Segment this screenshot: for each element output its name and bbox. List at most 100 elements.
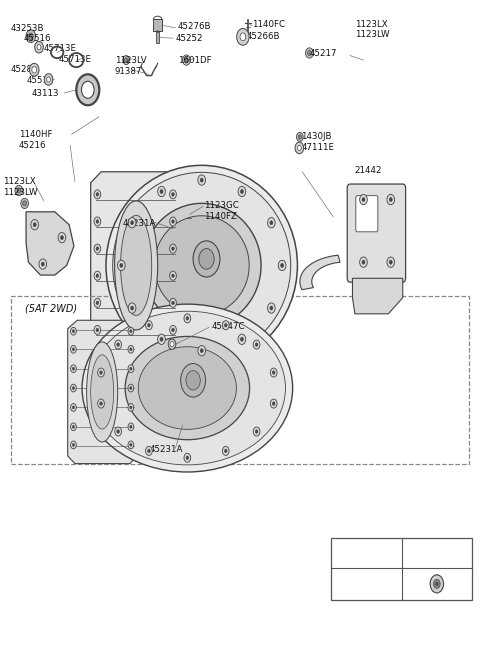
Circle shape xyxy=(145,446,152,455)
Circle shape xyxy=(157,334,165,344)
Circle shape xyxy=(128,365,134,373)
Circle shape xyxy=(47,77,50,82)
Text: 45266A: 45266A xyxy=(348,549,384,558)
Polygon shape xyxy=(91,172,180,357)
Circle shape xyxy=(96,220,99,223)
Circle shape xyxy=(115,427,121,436)
Circle shape xyxy=(128,217,136,228)
Circle shape xyxy=(172,220,174,223)
Circle shape xyxy=(169,217,176,226)
Circle shape xyxy=(71,384,76,392)
Text: 45284: 45284 xyxy=(10,65,38,74)
Circle shape xyxy=(100,371,102,375)
Circle shape xyxy=(82,82,94,98)
Circle shape xyxy=(117,343,120,346)
Circle shape xyxy=(186,371,200,390)
Circle shape xyxy=(255,430,258,433)
Text: 1123LX: 1123LX xyxy=(3,177,36,186)
Circle shape xyxy=(130,386,132,389)
Circle shape xyxy=(160,337,163,342)
Circle shape xyxy=(200,178,203,182)
Circle shape xyxy=(131,221,133,225)
FancyBboxPatch shape xyxy=(356,195,378,232)
Circle shape xyxy=(96,301,99,305)
Circle shape xyxy=(71,404,76,411)
Ellipse shape xyxy=(115,201,157,330)
Circle shape xyxy=(94,217,101,226)
Circle shape xyxy=(360,575,373,593)
Circle shape xyxy=(255,343,258,346)
Text: 45713E: 45713E xyxy=(44,44,77,53)
Text: 1430JB: 1430JB xyxy=(301,133,332,142)
Circle shape xyxy=(128,441,134,449)
Circle shape xyxy=(94,325,101,334)
Circle shape xyxy=(117,430,120,433)
Text: 45516: 45516 xyxy=(27,76,55,85)
Circle shape xyxy=(198,345,205,356)
Text: 47111E: 47111E xyxy=(301,144,334,153)
Circle shape xyxy=(295,142,304,154)
Text: 1140FZ: 1140FZ xyxy=(204,212,237,221)
Circle shape xyxy=(281,263,284,267)
Ellipse shape xyxy=(86,342,118,442)
Text: 1123LW: 1123LW xyxy=(3,188,37,197)
Circle shape xyxy=(253,340,260,349)
Circle shape xyxy=(267,303,275,313)
Circle shape xyxy=(128,303,136,313)
Ellipse shape xyxy=(91,355,114,429)
Circle shape xyxy=(94,244,101,253)
Circle shape xyxy=(31,219,38,230)
Circle shape xyxy=(33,223,36,227)
Circle shape xyxy=(198,175,205,185)
Circle shape xyxy=(169,271,176,280)
Circle shape xyxy=(240,337,243,342)
Ellipse shape xyxy=(154,215,249,315)
Circle shape xyxy=(115,340,121,349)
Text: 45231A: 45231A xyxy=(123,219,156,228)
Circle shape xyxy=(360,257,367,267)
Circle shape xyxy=(389,260,392,264)
Text: 43253B: 43253B xyxy=(10,24,44,33)
Circle shape xyxy=(100,402,102,406)
Circle shape xyxy=(387,194,395,204)
Circle shape xyxy=(170,342,174,347)
Circle shape xyxy=(433,579,440,588)
Circle shape xyxy=(308,50,312,56)
Circle shape xyxy=(270,221,273,225)
Circle shape xyxy=(128,345,134,353)
Circle shape xyxy=(29,63,39,76)
Circle shape xyxy=(240,33,246,41)
Circle shape xyxy=(297,133,303,142)
Ellipse shape xyxy=(143,203,261,327)
Circle shape xyxy=(131,306,133,310)
Ellipse shape xyxy=(113,172,291,358)
Circle shape xyxy=(172,274,174,278)
Circle shape xyxy=(298,146,301,151)
Circle shape xyxy=(362,578,370,589)
Circle shape xyxy=(184,58,188,63)
Text: 1123LV: 1123LV xyxy=(115,56,146,65)
Text: 45247C: 45247C xyxy=(211,322,245,331)
Circle shape xyxy=(72,348,74,351)
Circle shape xyxy=(72,367,74,370)
Circle shape xyxy=(186,456,189,459)
Circle shape xyxy=(172,193,174,196)
Circle shape xyxy=(172,247,174,250)
Ellipse shape xyxy=(89,311,286,465)
FancyBboxPatch shape xyxy=(347,184,406,282)
Circle shape xyxy=(120,263,123,267)
Circle shape xyxy=(130,348,132,351)
Circle shape xyxy=(71,365,76,373)
Circle shape xyxy=(387,257,395,267)
Bar xyxy=(154,19,162,31)
Circle shape xyxy=(169,190,176,199)
Circle shape xyxy=(35,41,43,53)
Circle shape xyxy=(222,321,229,330)
Circle shape xyxy=(32,67,36,73)
Text: 45266B: 45266B xyxy=(247,32,280,41)
Circle shape xyxy=(124,58,128,62)
Circle shape xyxy=(130,443,132,446)
Text: 45713E: 45713E xyxy=(58,55,91,64)
Circle shape xyxy=(169,244,176,253)
Circle shape xyxy=(17,188,21,193)
